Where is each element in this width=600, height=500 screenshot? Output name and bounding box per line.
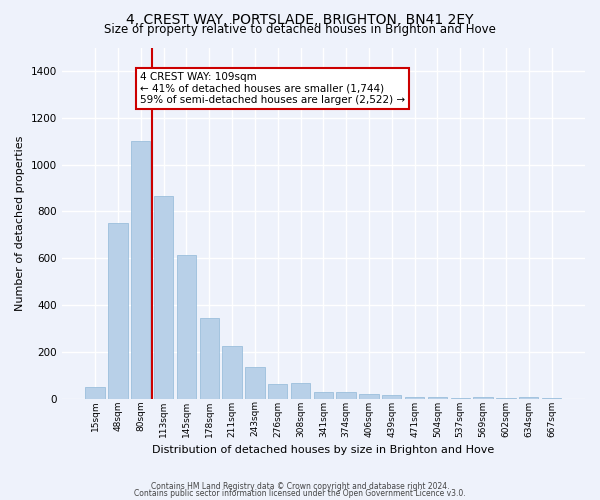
Bar <box>200 318 219 399</box>
X-axis label: Distribution of detached houses by size in Brighton and Hove: Distribution of detached houses by size … <box>152 445 494 455</box>
Bar <box>405 396 424 399</box>
Bar <box>496 398 515 399</box>
Bar <box>268 384 287 399</box>
Bar <box>382 396 401 399</box>
Text: 4, CREST WAY, PORTSLADE, BRIGHTON, BN41 2EY: 4, CREST WAY, PORTSLADE, BRIGHTON, BN41 … <box>126 12 474 26</box>
Bar <box>314 392 333 399</box>
Bar <box>359 394 379 399</box>
Bar <box>108 223 128 399</box>
Text: Size of property relative to detached houses in Brighton and Hove: Size of property relative to detached ho… <box>104 22 496 36</box>
Bar <box>473 396 493 399</box>
Text: 4 CREST WAY: 109sqm
← 41% of detached houses are smaller (1,744)
59% of semi-det: 4 CREST WAY: 109sqm ← 41% of detached ho… <box>140 72 405 106</box>
Bar <box>245 368 265 399</box>
Text: Contains HM Land Registry data © Crown copyright and database right 2024.: Contains HM Land Registry data © Crown c… <box>151 482 449 491</box>
Bar <box>428 396 447 399</box>
Bar <box>85 387 105 399</box>
Bar <box>519 396 538 399</box>
Bar <box>451 398 470 399</box>
Y-axis label: Number of detached properties: Number of detached properties <box>15 136 25 311</box>
Bar <box>542 398 561 399</box>
Bar <box>154 196 173 399</box>
Bar <box>223 346 242 399</box>
Text: Contains public sector information licensed under the Open Government Licence v3: Contains public sector information licen… <box>134 489 466 498</box>
Bar <box>177 255 196 399</box>
Bar <box>291 382 310 399</box>
Bar <box>131 141 151 399</box>
Bar <box>337 392 356 399</box>
